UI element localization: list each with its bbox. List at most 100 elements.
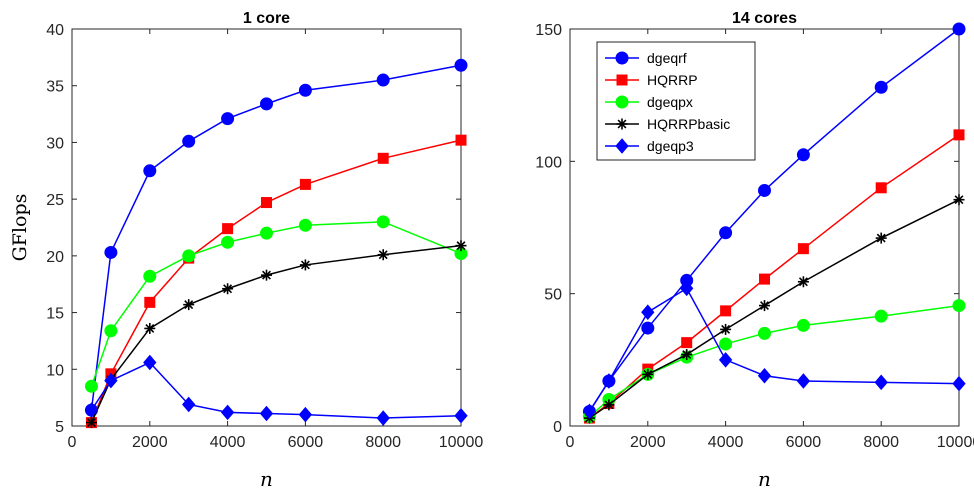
data-point [797, 276, 809, 288]
x-tick-label: 10000 [937, 434, 974, 451]
data-point [182, 396, 196, 413]
series-dgeqpx [582, 299, 966, 424]
data-point [84, 402, 99, 418]
y-tick-label: 40 [46, 22, 64, 39]
x-tick-label: 4000 [210, 434, 246, 451]
data-point [84, 379, 98, 393]
data-point [221, 235, 235, 249]
legend-item-dgeqp3: dgeqp3 [605, 138, 694, 154]
data-point [299, 259, 311, 271]
data-point [376, 73, 390, 87]
data-point [85, 417, 97, 429]
data-point [797, 243, 809, 255]
data-point [376, 215, 390, 229]
data-point [680, 280, 694, 297]
asterisk-stroke [184, 300, 194, 310]
data-point [143, 354, 157, 371]
data-point [582, 403, 597, 420]
asterisk-stroke [456, 241, 466, 251]
data-point [757, 367, 772, 384]
asterisk-stroke [760, 301, 769, 311]
data-point [602, 373, 616, 389]
data-point [104, 245, 118, 259]
y-tick-label: 10 [46, 362, 64, 379]
legend-item-dgeqpx: dgeqpx [605, 94, 693, 110]
x-tick-label: 8000 [365, 434, 401, 451]
x-tick-label: 0 [566, 434, 575, 451]
data-point [874, 309, 888, 323]
series-line [588, 304, 960, 418]
data-point [642, 368, 654, 380]
x-axis-label: n [758, 467, 771, 491]
y-tick-label: 30 [46, 135, 64, 152]
legend-label: dgeqpx [647, 94, 693, 110]
x-tick-label: 4000 [708, 434, 744, 451]
data-point [222, 223, 234, 235]
chart-title: 1 core [243, 10, 290, 27]
data-point [759, 273, 770, 285]
x-tick-label: 6000 [786, 434, 822, 451]
data-point [182, 134, 196, 148]
y-tick-label: 5 [55, 419, 64, 436]
asterisk-stroke [617, 119, 627, 129]
data-point [641, 304, 655, 320]
data-point [261, 197, 272, 209]
x-tick-label: 10000 [439, 434, 484, 451]
y-tick-label: 15 [46, 306, 64, 323]
legend: dgeqrf HQRRP dgeqpx HQRRPbasic dgeqp3 [596, 41, 756, 161]
data-point [144, 296, 156, 308]
series-dgeqpx [84, 215, 468, 393]
legend-label: HQRRPbasic [647, 116, 730, 132]
asterisk-stroke [86, 418, 96, 428]
legend-marker [615, 51, 629, 65]
data-point [720, 323, 732, 335]
data-point [719, 226, 733, 240]
data-point [796, 148, 810, 162]
legend-item-hqrrp: HQRRP [605, 72, 698, 88]
data-point [260, 226, 273, 240]
data-point [182, 249, 196, 263]
y-tick-label: 35 [46, 79, 64, 96]
x-tick-label: 2000 [132, 434, 168, 451]
chart-title: 14 cores [732, 10, 797, 27]
data-point [455, 240, 467, 252]
x-tick-label: 6000 [288, 434, 324, 451]
data-point [758, 326, 771, 340]
data-point [952, 299, 966, 313]
x-axis-label: n [260, 467, 273, 491]
asterisk-stroke [145, 323, 155, 333]
data-point [875, 232, 887, 244]
data-point [183, 299, 195, 311]
data-point [298, 83, 312, 97]
data-point [874, 374, 888, 391]
data-point [953, 194, 965, 206]
legend-label: dgeqrf [647, 50, 687, 66]
chart-panel-2: 0 2000 4000 6000 8000 10000 0 50 100 150 14 cores n… [535, 10, 974, 491]
asterisk-stroke [954, 195, 964, 205]
data-point [875, 182, 887, 194]
legend-marker [615, 95, 629, 109]
data-point [796, 318, 810, 332]
series-line [90, 361, 462, 419]
data-point [953, 129, 965, 141]
legend-label: HQRRP [647, 72, 698, 88]
series-dgeqrf [84, 58, 468, 417]
legend-marker [616, 74, 628, 86]
data-point [952, 375, 966, 392]
y-tick-label: 50 [544, 287, 562, 304]
asterisk-stroke [223, 284, 233, 294]
data-point [376, 410, 390, 426]
data-point [299, 178, 311, 190]
y-tick-label: 150 [535, 22, 562, 39]
x-tick-label: 8000 [863, 434, 899, 451]
y-tick-label: 100 [535, 154, 562, 171]
legend-item-hqrrpbasic: HQRRPbasic [605, 116, 730, 132]
series-line [588, 287, 960, 412]
data-point [104, 372, 118, 389]
data-point [221, 112, 235, 126]
data-point [104, 324, 118, 338]
data-point [298, 406, 313, 423]
data-point [796, 373, 811, 389]
data-point [143, 269, 157, 283]
asterisk-stroke [682, 350, 692, 360]
